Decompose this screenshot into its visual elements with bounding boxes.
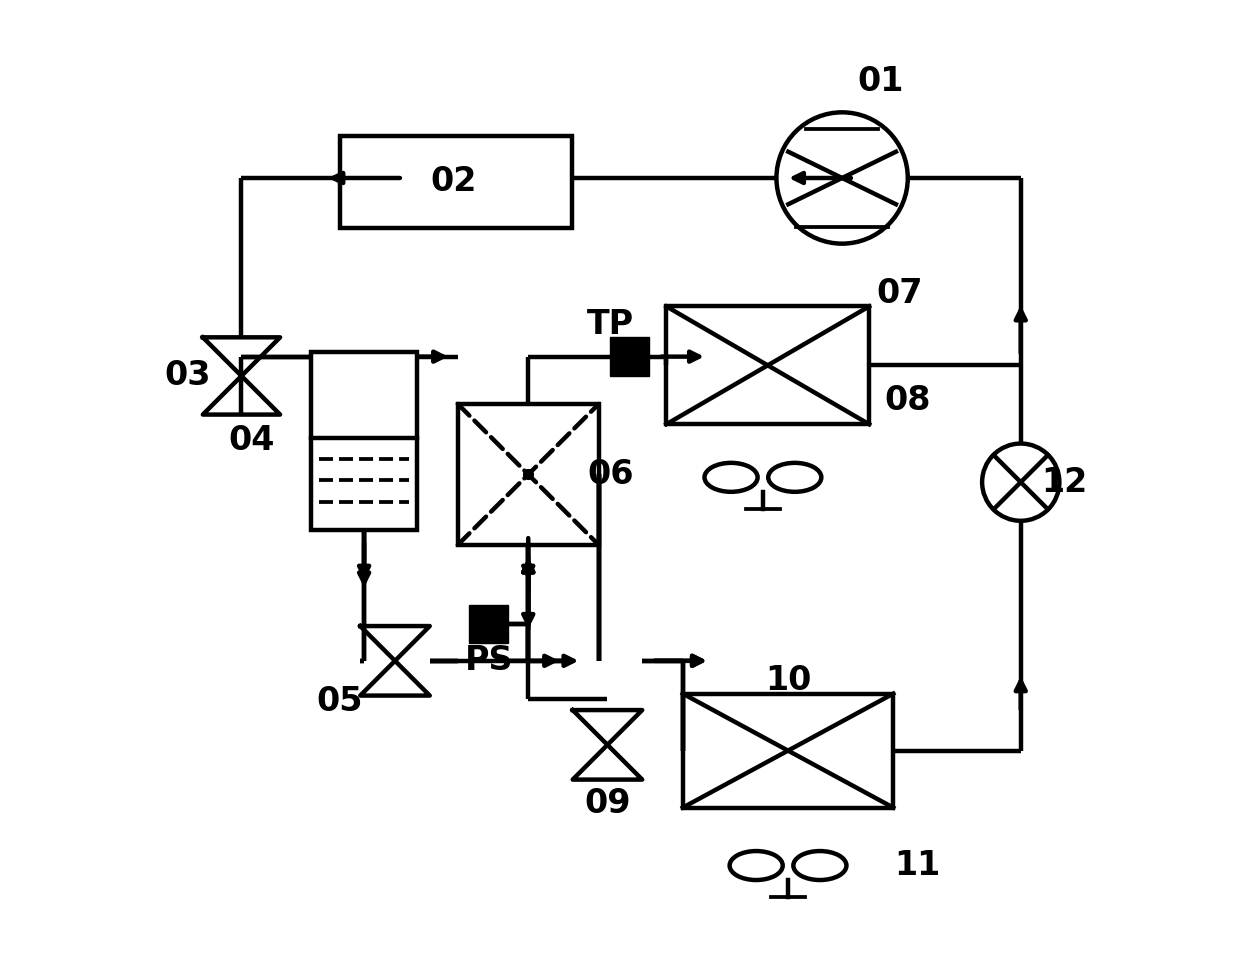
- Bar: [458, 404, 599, 544]
- Text: TP: TP: [587, 308, 634, 341]
- Bar: [311, 352, 417, 531]
- Text: 03: 03: [164, 359, 211, 393]
- Text: 10: 10: [765, 663, 811, 696]
- Text: 11: 11: [894, 849, 941, 882]
- Text: 04: 04: [228, 424, 274, 457]
- Text: 02: 02: [430, 166, 477, 199]
- Bar: [666, 307, 869, 425]
- Text: 08: 08: [884, 384, 931, 417]
- Text: 06: 06: [587, 458, 634, 491]
- Text: 07: 07: [877, 278, 924, 311]
- Text: 05: 05: [316, 685, 363, 718]
- Text: 09: 09: [584, 787, 631, 820]
- Text: PS: PS: [465, 645, 513, 677]
- Text: 01: 01: [858, 65, 904, 98]
- Bar: [340, 136, 572, 228]
- Bar: [683, 693, 893, 807]
- Bar: [610, 337, 649, 376]
- Bar: [470, 605, 508, 644]
- Text: 12: 12: [1042, 466, 1087, 499]
